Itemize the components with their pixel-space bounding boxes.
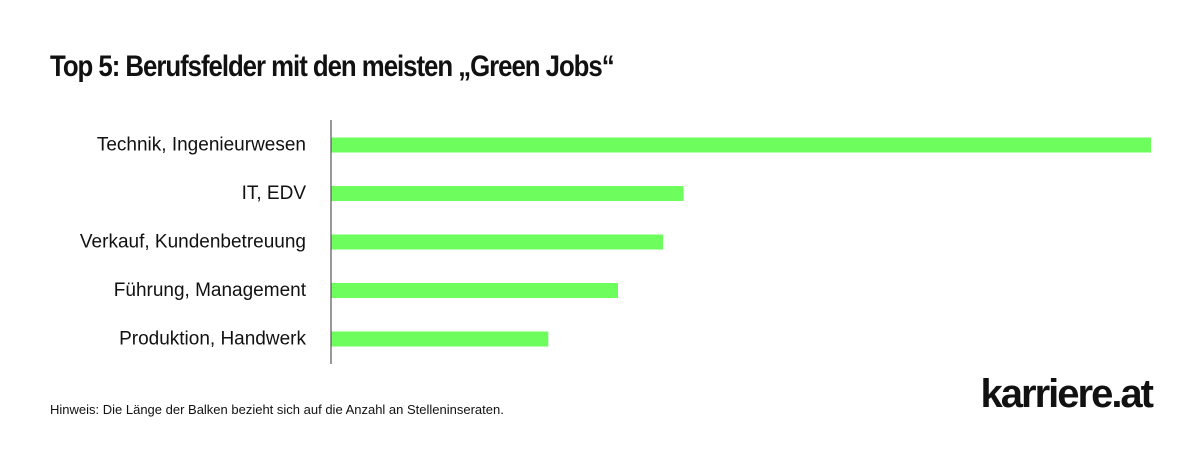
category-labels: Technik, Ingenieurwesen IT, EDV Verkauf, K…	[80, 135, 307, 350]
bar	[331, 331, 549, 347]
category-label: Verkauf, Kundenbetreuung	[80, 232, 306, 253]
category-label: Führung, Management	[114, 280, 307, 301]
brand-logo: karriere.at	[980, 372, 1154, 416]
category-label: Technik, Ingenieurwesen	[97, 135, 306, 156]
footnote: Hinweis: Die Länge der Balken bezieht si…	[50, 402, 504, 417]
chart-title: Top 5: Berufsfelder mit den meisten „Gre…	[50, 50, 615, 83]
bar	[331, 234, 664, 250]
category-label: IT, EDV	[242, 183, 307, 204]
bar	[331, 283, 618, 298]
bar	[331, 137, 1151, 153]
category-label: Produktion, Handwerk	[119, 329, 306, 350]
bars-layer	[331, 137, 1151, 347]
bar	[331, 186, 684, 201]
